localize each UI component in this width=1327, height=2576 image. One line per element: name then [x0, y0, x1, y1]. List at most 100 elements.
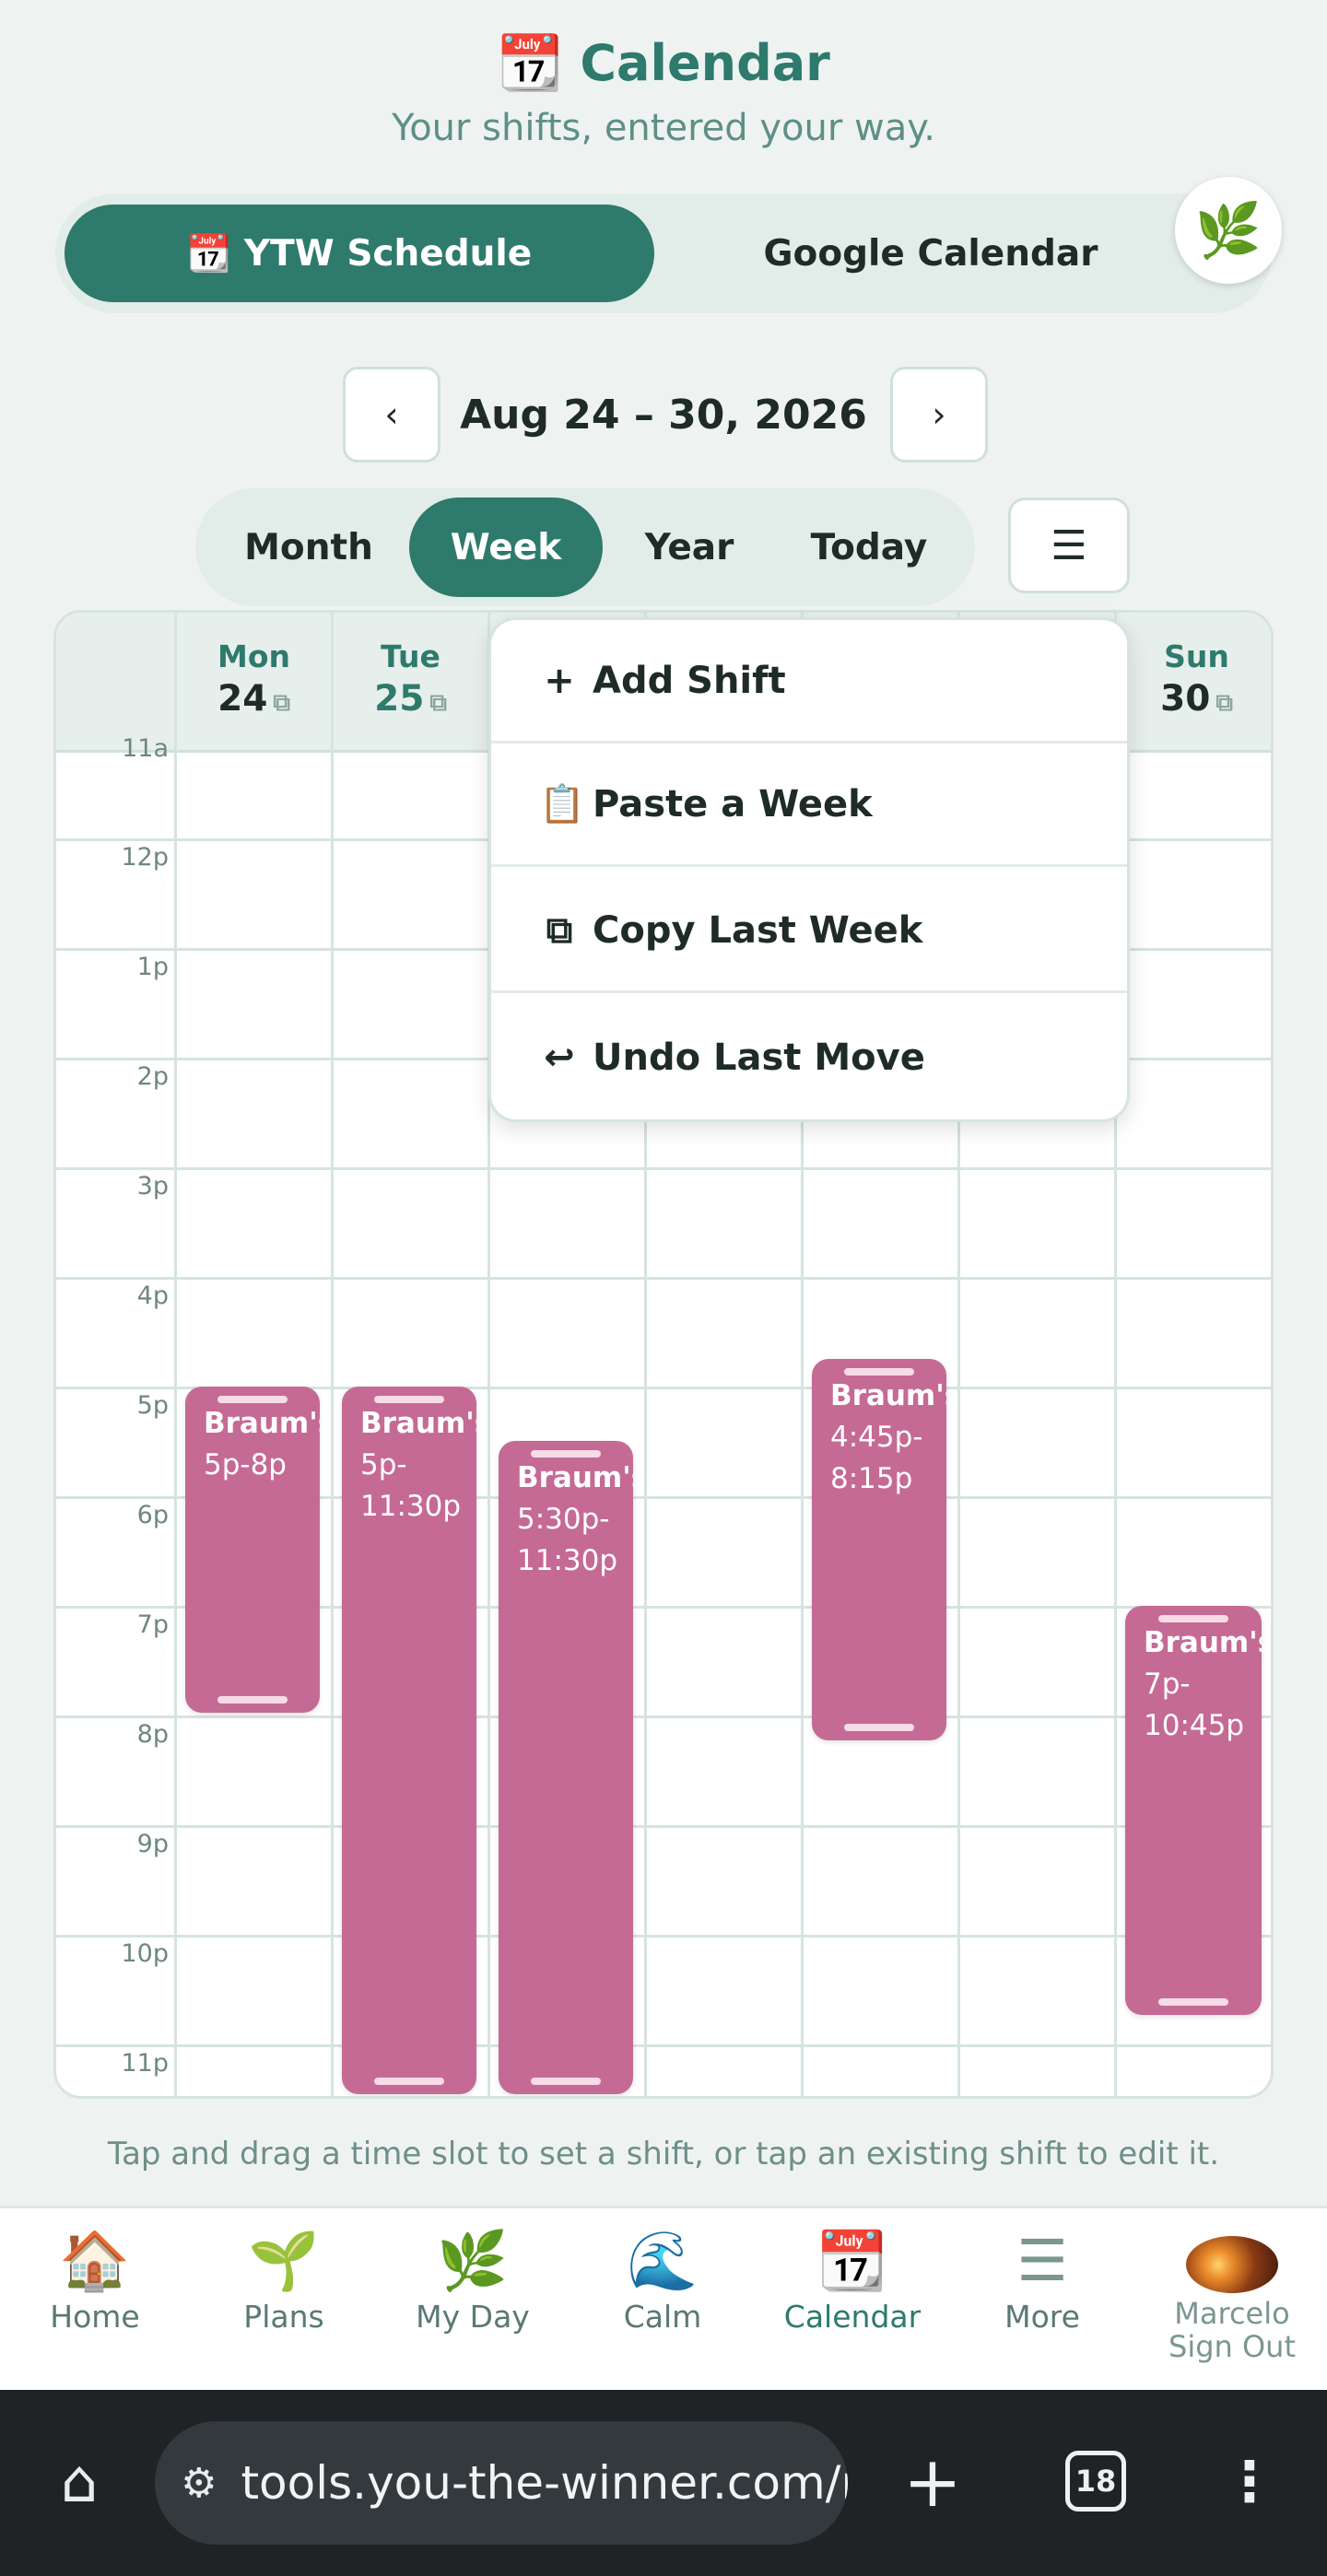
- shift-drag-handle[interactable]: [1158, 1998, 1228, 2006]
- hamburger-icon: ☰: [1016, 2227, 1068, 2294]
- calendar-actions-menu: + Add Shift 📋 Paste a Week ⧉ Copy Last W…: [488, 617, 1130, 1122]
- shift-block-fri[interactable]: Braum's 4:45p- 8:15p: [812, 1359, 946, 1740]
- tab-label: More: [1004, 2299, 1080, 2335]
- tab-label: Home: [50, 2299, 140, 2335]
- view-today-button[interactable]: Today: [810, 526, 928, 568]
- view-week-button[interactable]: Week: [409, 498, 603, 597]
- day-header-tue[interactable]: Tue 25 ⧉: [331, 613, 487, 753]
- shift-drag-handle[interactable]: [844, 1368, 914, 1376]
- next-week-button[interactable]: ›: [890, 367, 988, 463]
- day-header-mon[interactable]: Mon 24 ⧉: [174, 613, 331, 753]
- shift-time: 8:15p: [830, 1462, 913, 1495]
- shift-drag-handle[interactable]: [844, 1724, 914, 1731]
- shift-drag-handle[interactable]: [374, 2078, 444, 2085]
- new-tab-icon[interactable]: +: [903, 2441, 962, 2523]
- shift-time: 5p-: [360, 1448, 407, 1481]
- shift-drag-handle[interactable]: [1158, 1615, 1228, 1622]
- copy-day-icon[interactable]: ⧉: [273, 689, 290, 717]
- tab-calm[interactable]: 🌊 Calm: [584, 2227, 741, 2335]
- avatar: [1186, 2236, 1278, 2293]
- prev-week-button[interactable]: ‹: [343, 367, 440, 463]
- shift-drag-handle[interactable]: [374, 1396, 444, 1403]
- shift-block-mon[interactable]: Braum's 5p-8p: [185, 1387, 320, 1713]
- house-icon: 🏠: [59, 2227, 131, 2294]
- copy-last-week-menu-item[interactable]: ⧉ Copy Last Week: [491, 870, 1127, 993]
- calendar-icon: 📆: [497, 31, 564, 94]
- undo-last-move-menu-item[interactable]: ↩ Undo Last Move: [491, 996, 1127, 1119]
- shift-time: 11:30p: [517, 1544, 618, 1577]
- page-header: 📆 Calendar Your shifts, entered your way…: [0, 28, 1327, 150]
- hour-label: 8p: [136, 1720, 169, 1749]
- add-shift-menu-item[interactable]: + Add Shift: [491, 620, 1127, 744]
- shift-block-tue[interactable]: Braum's 5p- 11:30p: [342, 1387, 476, 2094]
- bottom-tab-bar: 🏠 Home 🌱 Plans 🌿 My Day 🌊 Calm 📆 Calenda…: [0, 2206, 1327, 2390]
- shift-block-wed[interactable]: Braum's 5:30p- 11:30p: [499, 1441, 633, 2094]
- tab-more[interactable]: ☰ More: [964, 2227, 1121, 2335]
- menu-item-label: Copy Last Week: [593, 908, 923, 952]
- herb-icon: 🌿: [437, 2227, 509, 2294]
- shift-time: 10:45p: [1144, 1709, 1245, 1742]
- copy-day-icon[interactable]: ⧉: [429, 689, 447, 717]
- calendar-source-toggle: 📆 YTW Schedule Google Calendar: [55, 193, 1272, 313]
- day-name: Mon: [217, 638, 290, 674]
- day-header-sun[interactable]: Sun 30 ⧉: [1114, 613, 1271, 753]
- shift-time: 5p-8p: [204, 1448, 287, 1481]
- ytw-schedule-button[interactable]: 📆 YTW Schedule: [65, 205, 654, 302]
- hour-label: 10p: [121, 1939, 170, 1968]
- calendar-hint: Tap and drag a time slot to set a shift,…: [107, 2136, 1220, 2172]
- shift-block-sun[interactable]: Braum's 7p- 10:45p: [1125, 1606, 1262, 2015]
- shift-drag-handle[interactable]: [217, 1396, 288, 1403]
- view-month-button[interactable]: Month: [244, 526, 373, 568]
- google-calendar-button[interactable]: Google Calendar: [763, 232, 1098, 275]
- page-subtitle: Your shifts, entered your way.: [392, 107, 935, 149]
- hour-label: 4p: [136, 1282, 169, 1310]
- day-name: Tue: [381, 638, 440, 674]
- wave-icon: 🌊: [627, 2227, 699, 2294]
- shift-drag-handle[interactable]: [217, 1696, 288, 1704]
- tab-plans[interactable]: 🌱 Plans: [206, 2227, 362, 2335]
- tab-calendar[interactable]: 📆 Calendar: [774, 2227, 931, 2335]
- undo-icon: ↩: [544, 1036, 575, 1079]
- browser-toolbar: ⌂ ⚙ tools.you-the-winner.com/n + 18 ⋮: [0, 2390, 1327, 2576]
- site-settings-icon[interactable]: ⚙: [181, 2459, 217, 2507]
- paste-week-menu-item[interactable]: 📋 Paste a Week: [491, 744, 1127, 867]
- plus-icon: +: [544, 659, 575, 702]
- tab-switcher-button[interactable]: 18: [1065, 2451, 1126, 2512]
- shift-time: 4:45p-: [830, 1421, 923, 1454]
- shift-drag-handle[interactable]: [531, 1450, 601, 1458]
- tab-label: Calm: [623, 2299, 702, 2335]
- seedling-icon: 🌱: [248, 2227, 320, 2294]
- menu-item-label: Undo Last Move: [593, 1036, 925, 1079]
- sign-out-label: Sign Out: [1168, 2329, 1296, 2364]
- page-title: Calendar: [580, 33, 830, 92]
- shift-name: Braum's: [830, 1379, 946, 1412]
- leaf-icon[interactable]: 🌿: [1175, 177, 1282, 284]
- copy-icon: ⧉: [546, 908, 573, 952]
- shift-name: Braum's: [360, 1407, 476, 1440]
- hour-label: 7p: [136, 1610, 169, 1639]
- tab-my-day[interactable]: 🌿 My Day: [394, 2227, 551, 2335]
- view-toggle: Month Week Year Today: [195, 488, 975, 606]
- more-options-icon[interactable]: ⋮: [1222, 2450, 1277, 2514]
- shift-name: Braum's: [1144, 1626, 1262, 1659]
- hour-label: 1p: [136, 953, 169, 981]
- copy-day-icon[interactable]: ⧉: [1215, 689, 1233, 717]
- week-range-label: Aug 24 – 30, 2026: [460, 391, 867, 439]
- user-name: Marcelo: [1174, 2296, 1290, 2331]
- day-date: 25: [374, 678, 425, 720]
- hour-label: 5p: [136, 1391, 169, 1420]
- menu-item-label: Paste a Week: [593, 782, 873, 825]
- calendar-menu-button[interactable]: ☰: [1008, 498, 1130, 593]
- tab-account-sign-out[interactable]: Marcelo Sign Out: [1154, 2227, 1310, 2363]
- shift-time: 7p-: [1144, 1668, 1191, 1701]
- tab-label: Plans: [243, 2299, 324, 2335]
- shift-drag-handle[interactable]: [531, 2078, 601, 2085]
- clipboard-icon: 📋: [539, 783, 585, 825]
- tab-home[interactable]: 🏠 Home: [17, 2227, 173, 2335]
- home-icon[interactable]: ⌂: [60, 2448, 99, 2516]
- address-bar[interactable]: ⚙ tools.you-the-winner.com/n: [155, 2421, 848, 2545]
- tab-label: My Day: [416, 2299, 530, 2335]
- view-year-button[interactable]: Year: [644, 526, 734, 568]
- shift-time: 5:30p-: [517, 1503, 610, 1536]
- hour-label: 11p: [121, 2049, 170, 2078]
